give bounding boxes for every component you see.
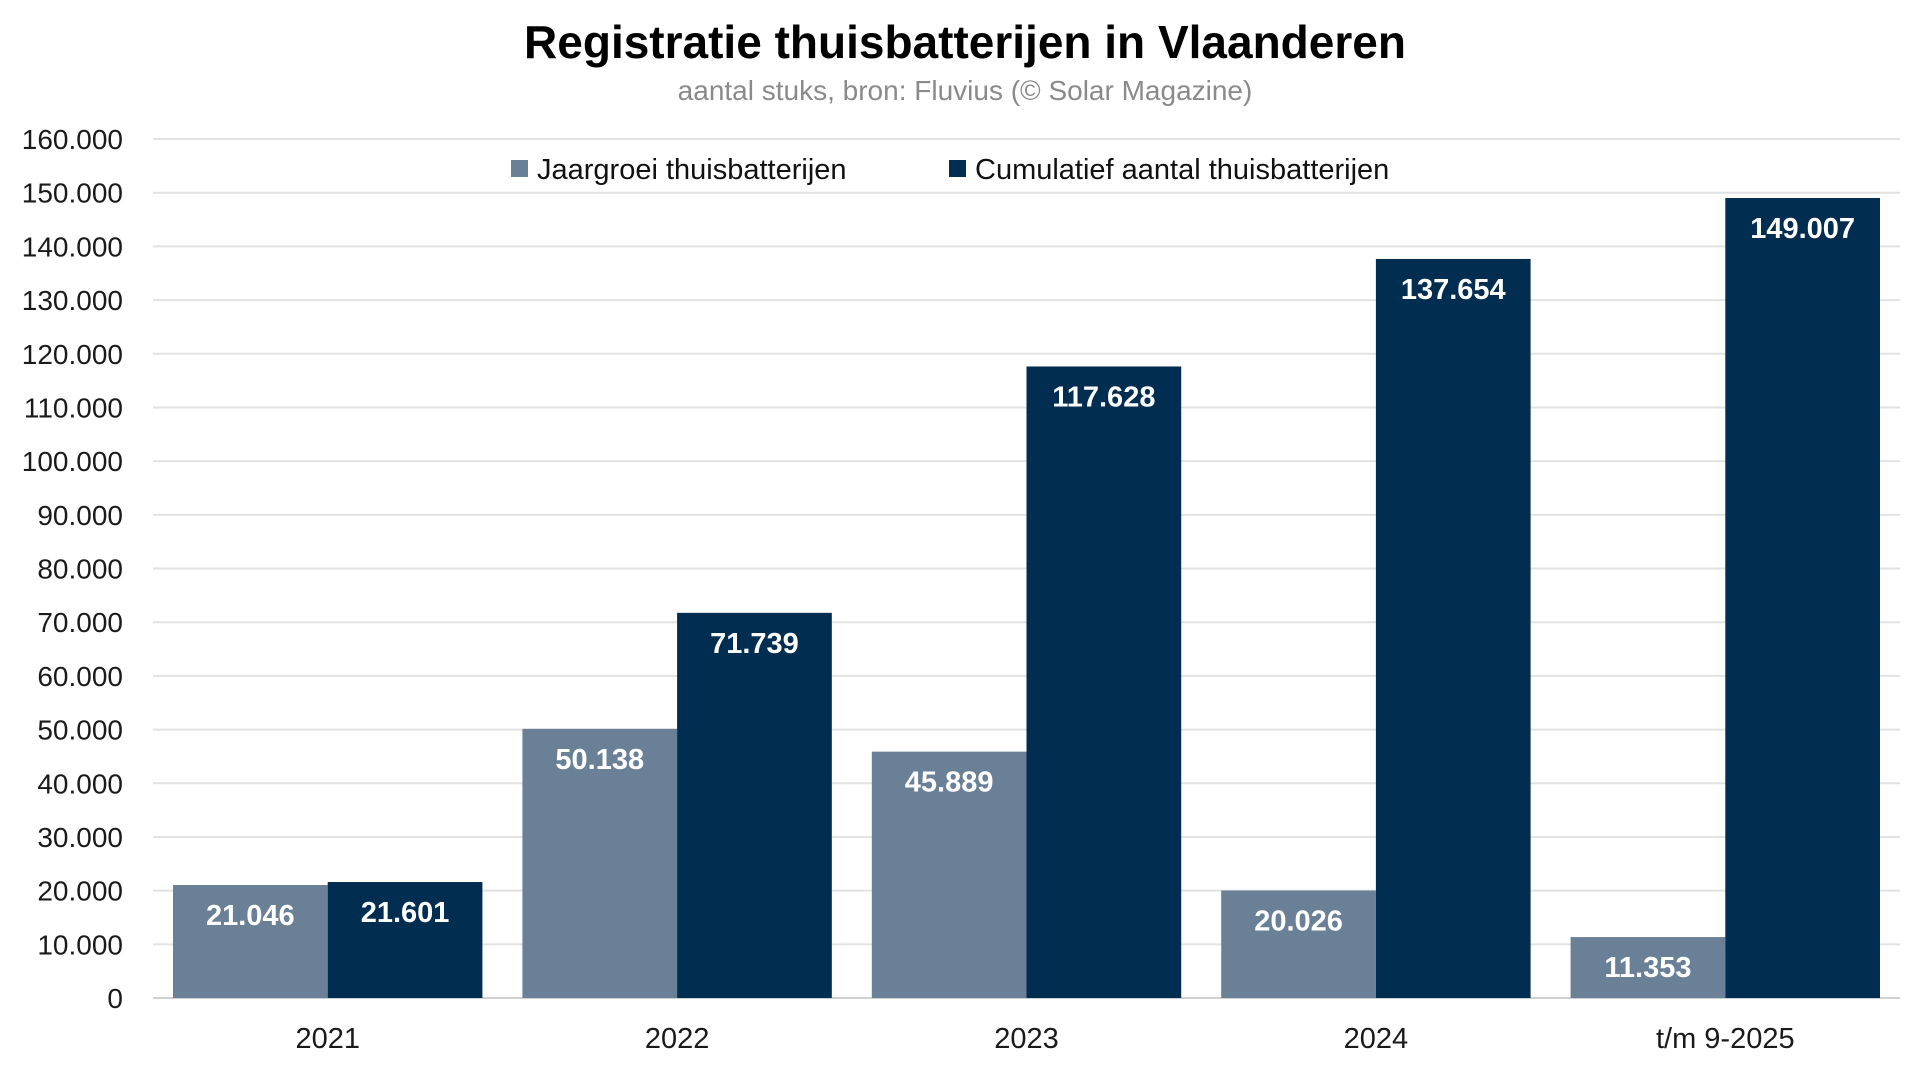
y-tick-label: 70.000 bbox=[37, 607, 123, 638]
data-label: 11.353 bbox=[1604, 952, 1691, 984]
bar-jaargroei bbox=[1570, 937, 1726, 998]
data-label: 137.654 bbox=[1401, 274, 1506, 306]
x-tick-label: 2023 bbox=[994, 1023, 1059, 1055]
y-tick-label: 30.000 bbox=[37, 822, 123, 853]
x-axis-ticks: 2021 2022 2023 2024 t/m 9-2025 bbox=[295, 1023, 1794, 1055]
legend-swatch-icon bbox=[949, 160, 966, 177]
legend-item: Cumulatief aantal thuisbatterijen bbox=[949, 154, 1389, 186]
chart-title: Registratie thuisbatterijen in Vlaandere… bbox=[524, 16, 1406, 68]
x-tick-label: 2021 bbox=[295, 1023, 360, 1055]
chart-subtitle: aantal stuks, bron: Fluvius (© Solar Mag… bbox=[678, 75, 1253, 106]
y-tick-label: 130.000 bbox=[22, 285, 123, 316]
bar-jaargroei bbox=[522, 728, 678, 998]
bar-cumulatief bbox=[677, 612, 832, 998]
data-label: 50.138 bbox=[555, 744, 644, 776]
bars bbox=[173, 198, 1880, 998]
y-tick-label: 150.000 bbox=[22, 178, 123, 209]
y-axis-ticks: 0 10.000 20.000 30.000 40.000 50.000 60.000 70.… bbox=[22, 124, 123, 1014]
legend-label: Jaargroei thuisbatterijen bbox=[537, 154, 847, 186]
y-tick-label: 120.000 bbox=[22, 339, 123, 370]
y-tick-label: 140.000 bbox=[22, 231, 123, 262]
data-label: 21.601 bbox=[361, 897, 450, 929]
bar-cumulatief bbox=[327, 882, 483, 998]
y-tick-label: 90.000 bbox=[37, 500, 123, 531]
y-tick-label: 40.000 bbox=[37, 768, 123, 799]
y-tick-label: 110.000 bbox=[24, 392, 123, 423]
data-label: 149.007 bbox=[1750, 213, 1855, 245]
legend-swatch-icon bbox=[511, 160, 528, 177]
y-tick-label: 20.000 bbox=[37, 876, 123, 907]
data-label: 71.739 bbox=[710, 628, 799, 660]
legend: Jaargroei thuisbatterijen Cumulatief aant… bbox=[511, 154, 1389, 186]
bar-cumulatief bbox=[1375, 258, 1531, 998]
data-label: 45.889 bbox=[905, 767, 994, 799]
y-tick-label: 160.000 bbox=[22, 124, 123, 155]
y-tick-label: 60.000 bbox=[37, 661, 123, 692]
x-tick-label: t/m 9-2025 bbox=[1656, 1023, 1795, 1055]
y-tick-label: 50.000 bbox=[37, 715, 123, 746]
y-tick-label: 10.000 bbox=[37, 929, 123, 960]
legend-label: Cumulatief aantal thuisbatterijen bbox=[975, 154, 1389, 186]
bar-jaargroei bbox=[1221, 890, 1376, 998]
data-labels: 21.046 21.601 50.138 71.739 45.889 117.628 20.… bbox=[206, 213, 1855, 984]
bar-jaargroei bbox=[173, 885, 328, 998]
bar-cumulatief bbox=[1725, 198, 1880, 998]
x-tick-label: 2024 bbox=[1344, 1023, 1409, 1055]
data-label: 21.046 bbox=[206, 900, 295, 932]
x-tick-label: 2022 bbox=[645, 1023, 710, 1055]
y-tick-label: 100.000 bbox=[22, 446, 123, 477]
data-label: 20.026 bbox=[1254, 905, 1343, 937]
data-label: 117.628 bbox=[1052, 381, 1155, 413]
legend-item: Jaargroei thuisbatterijen bbox=[511, 154, 847, 186]
y-tick-label: 80.000 bbox=[37, 554, 123, 585]
y-tick-label: 0 bbox=[107, 983, 123, 1014]
bar-jaargroei bbox=[871, 751, 1027, 998]
bar-cumulatief bbox=[1026, 366, 1182, 998]
